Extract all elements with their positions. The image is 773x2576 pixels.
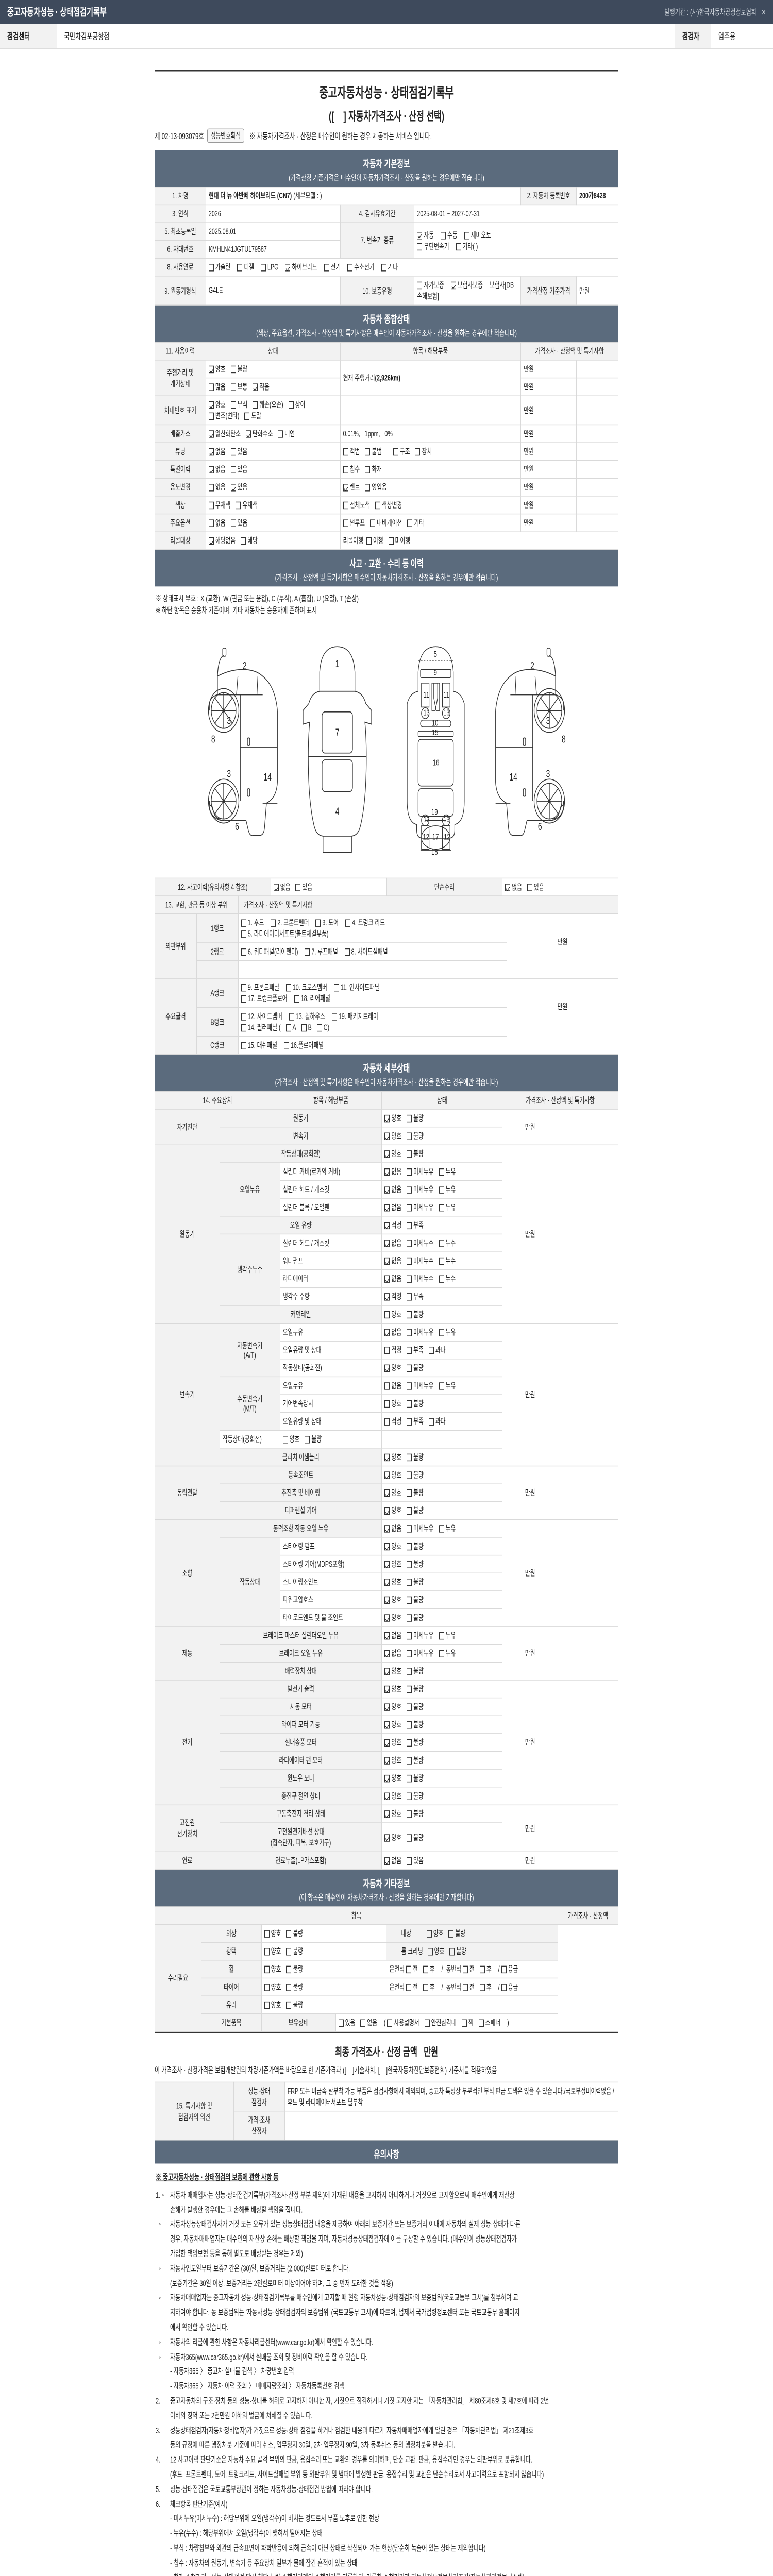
svg-text:4: 4 bbox=[335, 805, 340, 817]
svg-text:12: 12 bbox=[423, 833, 429, 841]
svg-text:13: 13 bbox=[443, 708, 450, 717]
svg-text:3: 3 bbox=[227, 715, 231, 726]
svg-text:6: 6 bbox=[538, 820, 542, 832]
svg-text:2: 2 bbox=[530, 660, 534, 672]
svg-text:8: 8 bbox=[211, 733, 215, 745]
svg-text:3: 3 bbox=[227, 768, 231, 779]
svg-text:10: 10 bbox=[432, 718, 439, 727]
svg-text:14: 14 bbox=[509, 771, 517, 783]
svg-text:9: 9 bbox=[434, 668, 437, 677]
svg-text:18: 18 bbox=[431, 848, 438, 856]
svg-text:7: 7 bbox=[335, 726, 340, 738]
svg-text:14: 14 bbox=[264, 771, 272, 783]
svg-text:16: 16 bbox=[433, 758, 440, 767]
svg-text:13: 13 bbox=[423, 708, 430, 717]
svg-text:8: 8 bbox=[562, 733, 566, 745]
svg-text:2: 2 bbox=[243, 660, 247, 672]
svg-text:15: 15 bbox=[432, 728, 439, 737]
svg-text:1: 1 bbox=[335, 658, 340, 670]
svg-text:19: 19 bbox=[431, 808, 438, 817]
svg-text:3: 3 bbox=[546, 768, 550, 779]
svg-text:12: 12 bbox=[444, 833, 450, 841]
svg-text:3: 3 bbox=[546, 715, 550, 726]
svg-text:11: 11 bbox=[423, 690, 429, 699]
svg-text:6: 6 bbox=[235, 820, 239, 832]
svg-text:13: 13 bbox=[423, 815, 430, 824]
svg-text:13: 13 bbox=[443, 815, 450, 824]
svg-text:5: 5 bbox=[434, 650, 437, 658]
svg-text:11: 11 bbox=[443, 690, 449, 699]
svg-text:17: 17 bbox=[432, 833, 439, 841]
